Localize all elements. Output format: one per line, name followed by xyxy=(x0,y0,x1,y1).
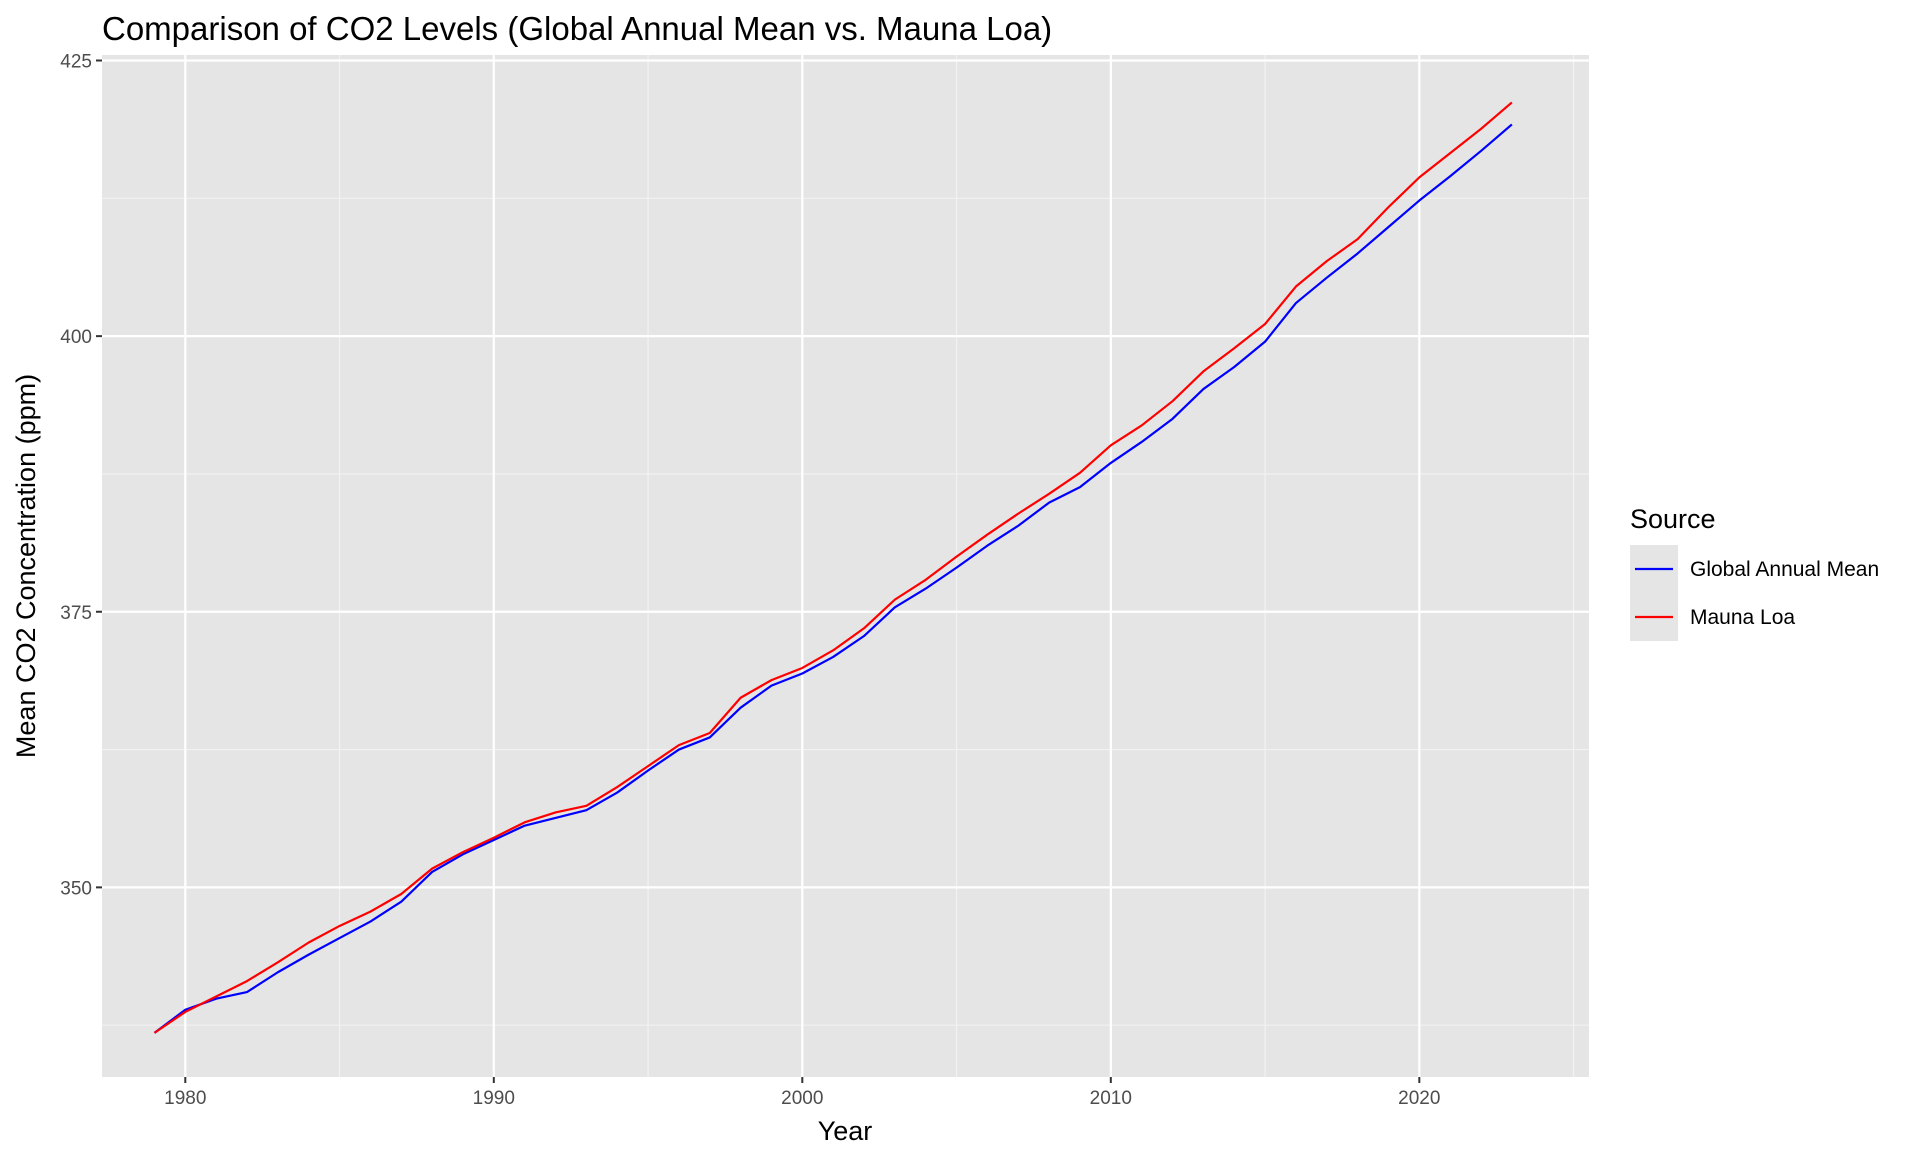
axes: 1980 1990 2000 2010 2020 350 375 400 425 xyxy=(60,52,1440,1109)
x-axis-title: Year xyxy=(818,1116,873,1146)
y-tick-label: 400 xyxy=(60,327,92,348)
legend-label: Global Annual Mean xyxy=(1690,558,1879,581)
legend: Source Global Annual Mean Mauna Loa xyxy=(1630,504,1879,641)
legend-title: Source xyxy=(1630,504,1716,534)
y-tick-label: 375 xyxy=(60,603,92,624)
x-tick-label: 2010 xyxy=(1090,1088,1132,1109)
x-tick-label: 2020 xyxy=(1398,1088,1440,1109)
legend-label: Mauna Loa xyxy=(1690,606,1795,629)
series-line-1 xyxy=(153,101,1513,1034)
series-lines xyxy=(153,101,1513,1034)
x-tick-label: 1990 xyxy=(473,1088,515,1109)
x-tick-label: 1980 xyxy=(164,1088,206,1109)
y-tick-label: 425 xyxy=(60,52,92,73)
chart-title: Comparison of CO2 Levels (Global Annual … xyxy=(102,10,1052,47)
grid-major xyxy=(102,55,1589,1077)
plot-panel xyxy=(102,55,1589,1077)
x-tick-label: 2000 xyxy=(781,1088,823,1109)
grid-minor xyxy=(102,55,1589,1077)
y-axis-title: Mean CO2 Concentration (ppm) xyxy=(11,374,41,758)
series-line-0 xyxy=(153,123,1513,1034)
y-tick-label: 350 xyxy=(60,878,92,899)
